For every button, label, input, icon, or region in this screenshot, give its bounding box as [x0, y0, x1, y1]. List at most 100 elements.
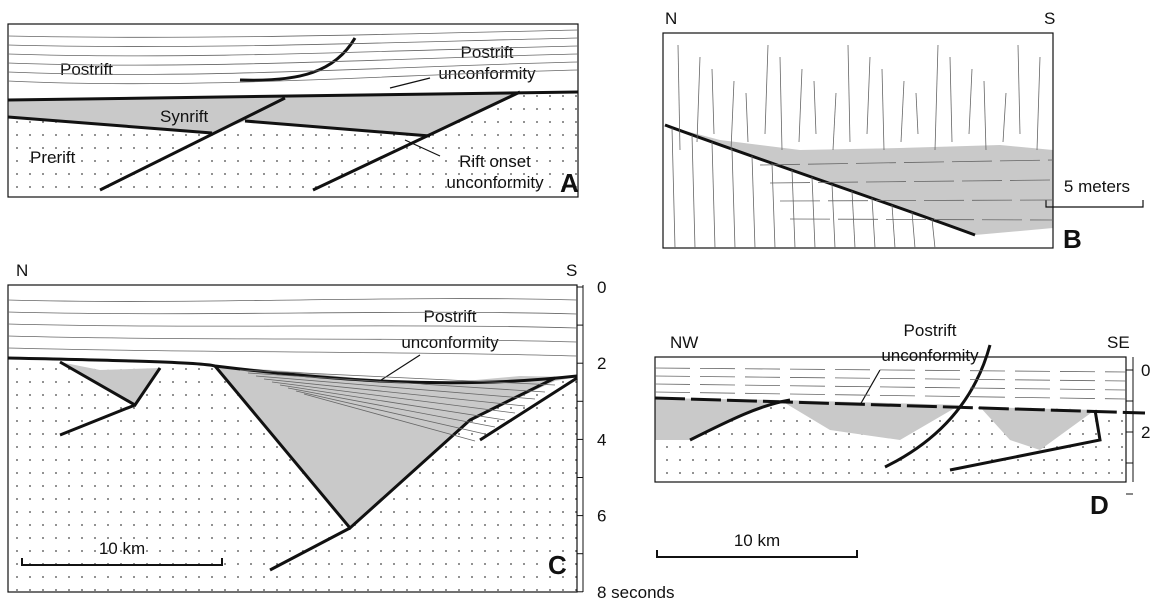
- axis-label: 2: [597, 354, 606, 373]
- fracture: [771, 162, 776, 249]
- panel-c: N S Postrift unconformity 10 km C: [7, 261, 584, 593]
- unconformity: [7, 90, 579, 102]
- panel-letter: D: [1090, 490, 1109, 520]
- direction: S: [1044, 9, 1055, 28]
- synrift-fill: [980, 407, 1095, 450]
- tree: [866, 56, 871, 135]
- tree: [798, 68, 803, 143]
- stratum: [7, 29, 579, 38]
- scale-bar: [656, 550, 858, 558]
- tree: [949, 56, 953, 143]
- stratum: [7, 61, 579, 75]
- fracture: [731, 148, 736, 249]
- fracture: [751, 155, 756, 249]
- axis-label: 2: [1141, 423, 1150, 442]
- fracture: [871, 197, 876, 249]
- stratum: [255, 375, 536, 400]
- stratum: [779, 199, 1054, 202]
- tree: [696, 56, 701, 143]
- arrow: [859, 369, 881, 406]
- panel-frame: [7, 23, 579, 198]
- prerift-fill: [8, 358, 577, 592]
- stratum: [654, 375, 1127, 382]
- arrow: [389, 77, 431, 89]
- axis-label: 6: [597, 507, 606, 526]
- panel-frame: [662, 32, 1054, 249]
- scale-bar: [21, 558, 223, 566]
- stratum: [7, 335, 578, 343]
- stratum: [654, 391, 1127, 400]
- scale-label: 10 km: [99, 539, 145, 558]
- stratum: [7, 323, 578, 329]
- fracture: [891, 204, 896, 249]
- fracture: [911, 211, 916, 249]
- fracture: [811, 176, 816, 249]
- label: unconformity: [401, 333, 499, 352]
- scale-label: 10 km: [734, 531, 780, 550]
- direction: NW: [670, 333, 698, 352]
- tree: [934, 44, 939, 151]
- arrow: [377, 354, 421, 383]
- direction: N: [665, 9, 677, 28]
- direction: SE: [1107, 333, 1130, 352]
- tree: [832, 92, 837, 151]
- unconformity: [7, 356, 578, 385]
- stratum: [263, 378, 526, 407]
- tree: [764, 44, 769, 135]
- stratum: [279, 384, 506, 421]
- stratum: [247, 372, 546, 393]
- scale-label: 5 meters: [1064, 177, 1130, 196]
- tree: [900, 80, 905, 143]
- fault: [664, 123, 976, 237]
- fracture: [691, 134, 696, 249]
- tree: [813, 80, 817, 135]
- label: Postrift: [461, 43, 514, 62]
- panel-b: N S 5 meters B: [662, 9, 1144, 254]
- tree: [847, 44, 851, 143]
- label: unconformity: [446, 173, 544, 192]
- stratum: [303, 393, 476, 442]
- stratum: [239, 369, 556, 386]
- label: Prerift: [30, 148, 76, 167]
- panel-frame: [654, 356, 1127, 483]
- synrift-fill: [663, 125, 1053, 235]
- tree: [1002, 92, 1007, 143]
- stratum: [295, 390, 486, 435]
- fault: [99, 90, 521, 192]
- fracture: [931, 218, 936, 249]
- axis-label: 4: [597, 430, 606, 449]
- stratum: [7, 298, 578, 302]
- panel-a: Postrift Postrift unconformity Synrift P…: [7, 23, 579, 198]
- unconformity: [654, 396, 1146, 415]
- panel-frame: [7, 284, 578, 593]
- label: Postrift: [904, 321, 957, 340]
- label: Synrift: [160, 107, 208, 126]
- label: Rift onset: [459, 152, 531, 171]
- rift-onset-line: [7, 115, 431, 138]
- fracture: [671, 127, 676, 249]
- fault: [689, 344, 1102, 472]
- scale-bar: [1045, 200, 1144, 208]
- stratum: [654, 367, 1127, 373]
- tree: [983, 80, 987, 151]
- synrift-fill: [780, 400, 960, 440]
- stratum: [7, 347, 578, 357]
- stratum: [271, 381, 516, 414]
- panel-d: NW SE Postrift unconformity 10 km D: [654, 321, 1146, 558]
- panel-letter: B: [1063, 224, 1082, 254]
- stratum: [7, 45, 579, 57]
- arrow: [404, 139, 441, 157]
- fault: [59, 376, 578, 572]
- synrift-fill: [655, 398, 780, 440]
- panel-letter: A: [560, 168, 579, 198]
- axis-label: 8 seconds: [597, 583, 675, 602]
- stratum: [7, 37, 579, 47]
- fracture: [791, 169, 796, 249]
- stratum: [7, 311, 578, 315]
- fracture: [831, 183, 836, 249]
- tree: [730, 80, 735, 151]
- label: unconformity: [438, 64, 536, 83]
- tree: [1017, 44, 1021, 135]
- tree: [745, 92, 749, 143]
